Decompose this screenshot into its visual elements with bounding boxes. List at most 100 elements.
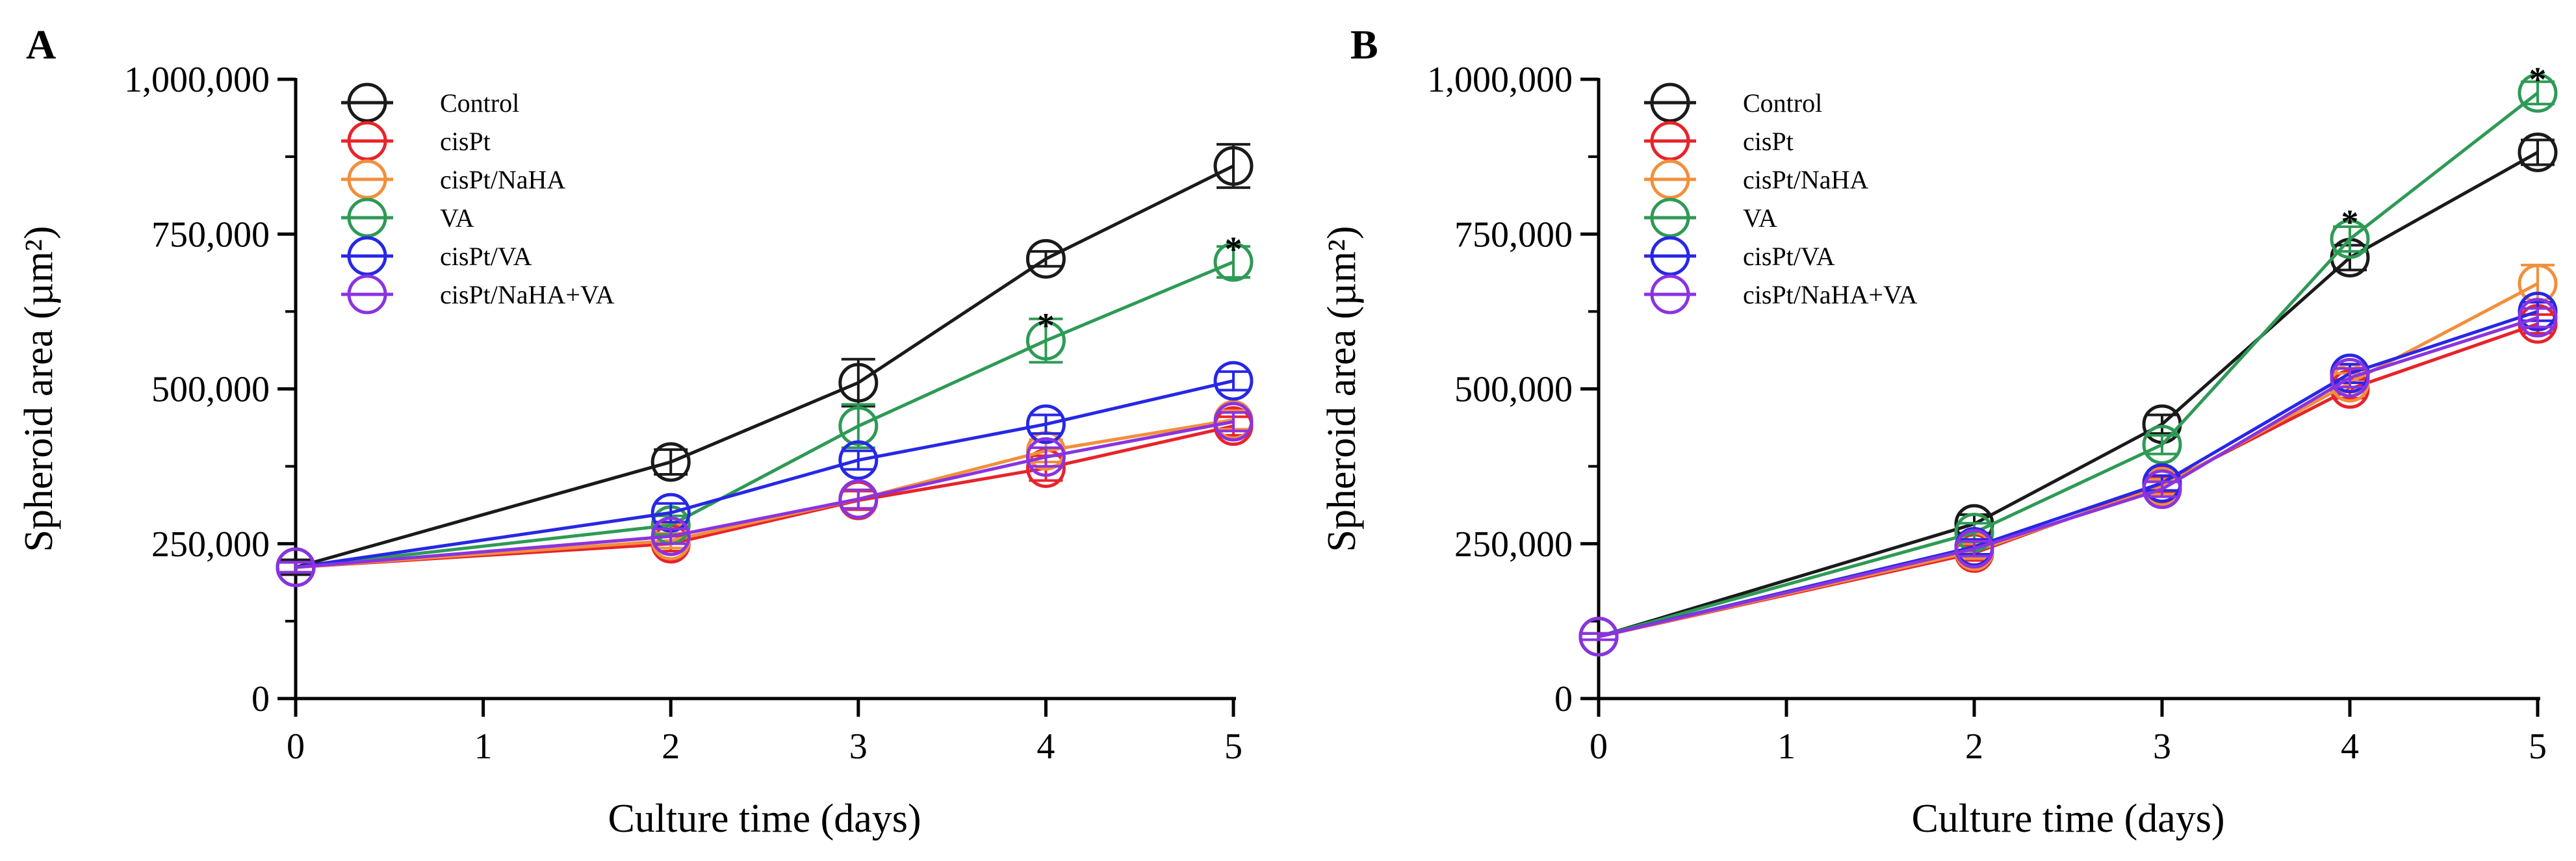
panel-b-legend-item: cisPt/VA bbox=[1644, 236, 1835, 276]
panel-a-legend-item: cisPt/NaHA+VA bbox=[341, 274, 615, 315]
panel-b-legend-label: cisPt/NaHA+VA bbox=[1743, 280, 1918, 309]
panel-b-series-line bbox=[1598, 282, 2539, 639]
panel-a-legend-item: cisPt/NaHA bbox=[341, 159, 565, 199]
panel-b-x-tick-label: 2 bbox=[1965, 726, 1983, 767]
panel-a-legend-marker bbox=[347, 236, 387, 276]
panel-b-series bbox=[1578, 73, 2558, 657]
panel-a-series-line bbox=[295, 418, 1234, 569]
panel-a-data-point bbox=[1213, 402, 1254, 442]
panel-b-legend-marker bbox=[1650, 274, 1690, 315]
panel-b-legend-marker bbox=[1650, 198, 1690, 238]
panel-a-legend-item: cisPt bbox=[341, 121, 491, 161]
panel-b-data-point bbox=[2518, 73, 2558, 113]
panel-b-data-point bbox=[2330, 357, 2370, 398]
panel-b-legend-label: VA bbox=[1743, 203, 1777, 233]
panel-a-y-tick-label: 1,000,000 bbox=[124, 60, 270, 100]
panel-b-x-tick-label: 5 bbox=[2529, 726, 2547, 767]
panel-b-legend-marker bbox=[1650, 159, 1690, 199]
panel-a-x-tick-label: 4 bbox=[1037, 726, 1055, 767]
panel-a-legend: Control cisPt cisPt/NaHA VA cisPt/VA cisPt/Na… bbox=[341, 83, 615, 315]
panel-a-y-tick-label: 750,000 bbox=[151, 214, 270, 255]
panel-a-legend-label: cisPt/VA bbox=[440, 242, 532, 271]
panel-b-legend-item: cisPt/NaHA bbox=[1644, 159, 1868, 199]
panel-a-legend-item: cisPt/VA bbox=[341, 236, 532, 276]
panel-a-series bbox=[276, 402, 1254, 587]
panel-b-legend-item: cisPt/NaHA+VA bbox=[1644, 274, 1918, 315]
panel-b-series-line bbox=[1598, 91, 2539, 639]
panel-a-plot: 0 250,000 500,000 750,000 1,000,000 0 1 2 3 4 5 Cul… bbox=[17, 60, 1254, 841]
panel-a-data-point bbox=[838, 479, 879, 519]
panel-b-legend-label: cisPt/NaHA bbox=[1743, 165, 1868, 194]
panel-b-x-tick-label: 1 bbox=[1777, 726, 1796, 767]
panel-b-data-point bbox=[2518, 298, 2558, 338]
panel-b-significance-marker: * bbox=[2341, 203, 2359, 242]
panel-a-legend-marker bbox=[347, 274, 387, 315]
panel-a-legend-item: Control bbox=[341, 83, 519, 123]
panel-b-series bbox=[1578, 298, 2558, 657]
panel-a-data-point bbox=[650, 516, 691, 556]
panel-b-legend-label: cisPt bbox=[1743, 127, 1794, 156]
panel-a-legend-marker bbox=[347, 198, 387, 238]
panel-b-x-tick-label: 4 bbox=[2341, 726, 2359, 767]
panel-a-data-point bbox=[838, 363, 879, 403]
panel-b-legend-marker bbox=[1650, 236, 1690, 276]
panel-b-legend-item: cisPt bbox=[1644, 121, 1794, 161]
panel-b-y-tick-label: 750,000 bbox=[1454, 214, 1573, 255]
panel-a-legend-label: VA bbox=[440, 203, 474, 233]
panel-a-legend-marker bbox=[347, 121, 387, 161]
panel-b-series-line bbox=[1598, 151, 2539, 639]
panel-b-series bbox=[1578, 263, 2558, 657]
panel-b-y-tick-label: 0 bbox=[1554, 679, 1573, 719]
panel-b-x-tick-label: 3 bbox=[2153, 726, 2171, 767]
panel-b-series-line bbox=[1598, 316, 2538, 639]
panel-a-data-point bbox=[1025, 404, 1066, 444]
panel-a-y-tick-label: 500,000 bbox=[151, 370, 270, 410]
panel-b-data-point bbox=[2142, 469, 2182, 509]
panel-b-data-point bbox=[1954, 528, 1994, 569]
panel-b-legend-label: Control bbox=[1743, 88, 1822, 118]
panel-a-data-point bbox=[838, 440, 879, 480]
panel-a-legend-label: cisPt/NaHA bbox=[440, 165, 565, 194]
panel-b-x-tick-label: 0 bbox=[1590, 726, 1608, 767]
panel-a-x-tick-label: 2 bbox=[662, 726, 680, 767]
panel-a-significance-marker: * bbox=[1037, 306, 1055, 345]
panel-a-data-point bbox=[1025, 238, 1066, 279]
panel-a-data-point bbox=[276, 547, 316, 587]
panel-b-data-point bbox=[2330, 219, 2370, 259]
panel-a-x-tick-label: 0 bbox=[287, 726, 305, 767]
panel-a-legend-item: VA bbox=[341, 198, 474, 238]
panel-a-series-line bbox=[295, 164, 1235, 569]
panel-a-legend-marker bbox=[347, 83, 387, 123]
panel-b-x-axis-title: Culture time (days) bbox=[1911, 797, 2224, 841]
panel-b-y-tick-label: 1,000,000 bbox=[1427, 60, 1573, 100]
panel-b-legend-item: Control bbox=[1644, 83, 1822, 123]
panel-b-data-point bbox=[2518, 132, 2558, 172]
panel-a-x-tick-label: 3 bbox=[849, 726, 868, 767]
panel-label-a: A bbox=[26, 21, 56, 68]
panel-a-y-tick-label: 250,000 bbox=[151, 524, 270, 565]
panel-b-legend-item: VA bbox=[1644, 198, 1777, 238]
panel-a-legend-label: Control bbox=[440, 88, 519, 118]
panel-a-data-point bbox=[1213, 242, 1254, 282]
panel-a-data-point bbox=[1213, 146, 1254, 186]
panel-a-x-tick-label: 1 bbox=[474, 726, 493, 767]
panel-b-legend-marker bbox=[1650, 121, 1690, 161]
panel-a-legend-label: cisPt/NaHA+VA bbox=[440, 280, 615, 309]
panel-b-data-point bbox=[1578, 617, 1619, 657]
panel-a-data-point bbox=[1025, 437, 1066, 477]
panel-b-data-point bbox=[2142, 424, 2182, 465]
panel-a-legend-label: cisPt bbox=[440, 127, 491, 156]
panel-b-legend-label: cisPt/VA bbox=[1743, 242, 1835, 271]
panel-a-data-point bbox=[1213, 361, 1254, 401]
panel-b-significance-marker: * bbox=[2529, 60, 2547, 99]
panel-a-data-point bbox=[838, 406, 879, 446]
panel-label-b: B bbox=[1350, 21, 1378, 68]
panel-a-data-point bbox=[1025, 320, 1066, 361]
panel-b-legend: Control cisPt cisPt/NaHA VA cisPt/VA cisPt/Na… bbox=[1644, 83, 1918, 315]
panel-a-data-point bbox=[650, 442, 691, 482]
panel-a-x-tick-label: 5 bbox=[1224, 726, 1243, 767]
panel-a-legend-marker bbox=[347, 159, 387, 199]
panel-b-legend-marker bbox=[1650, 83, 1690, 123]
panel-a-y-tick-label: 0 bbox=[251, 679, 270, 719]
